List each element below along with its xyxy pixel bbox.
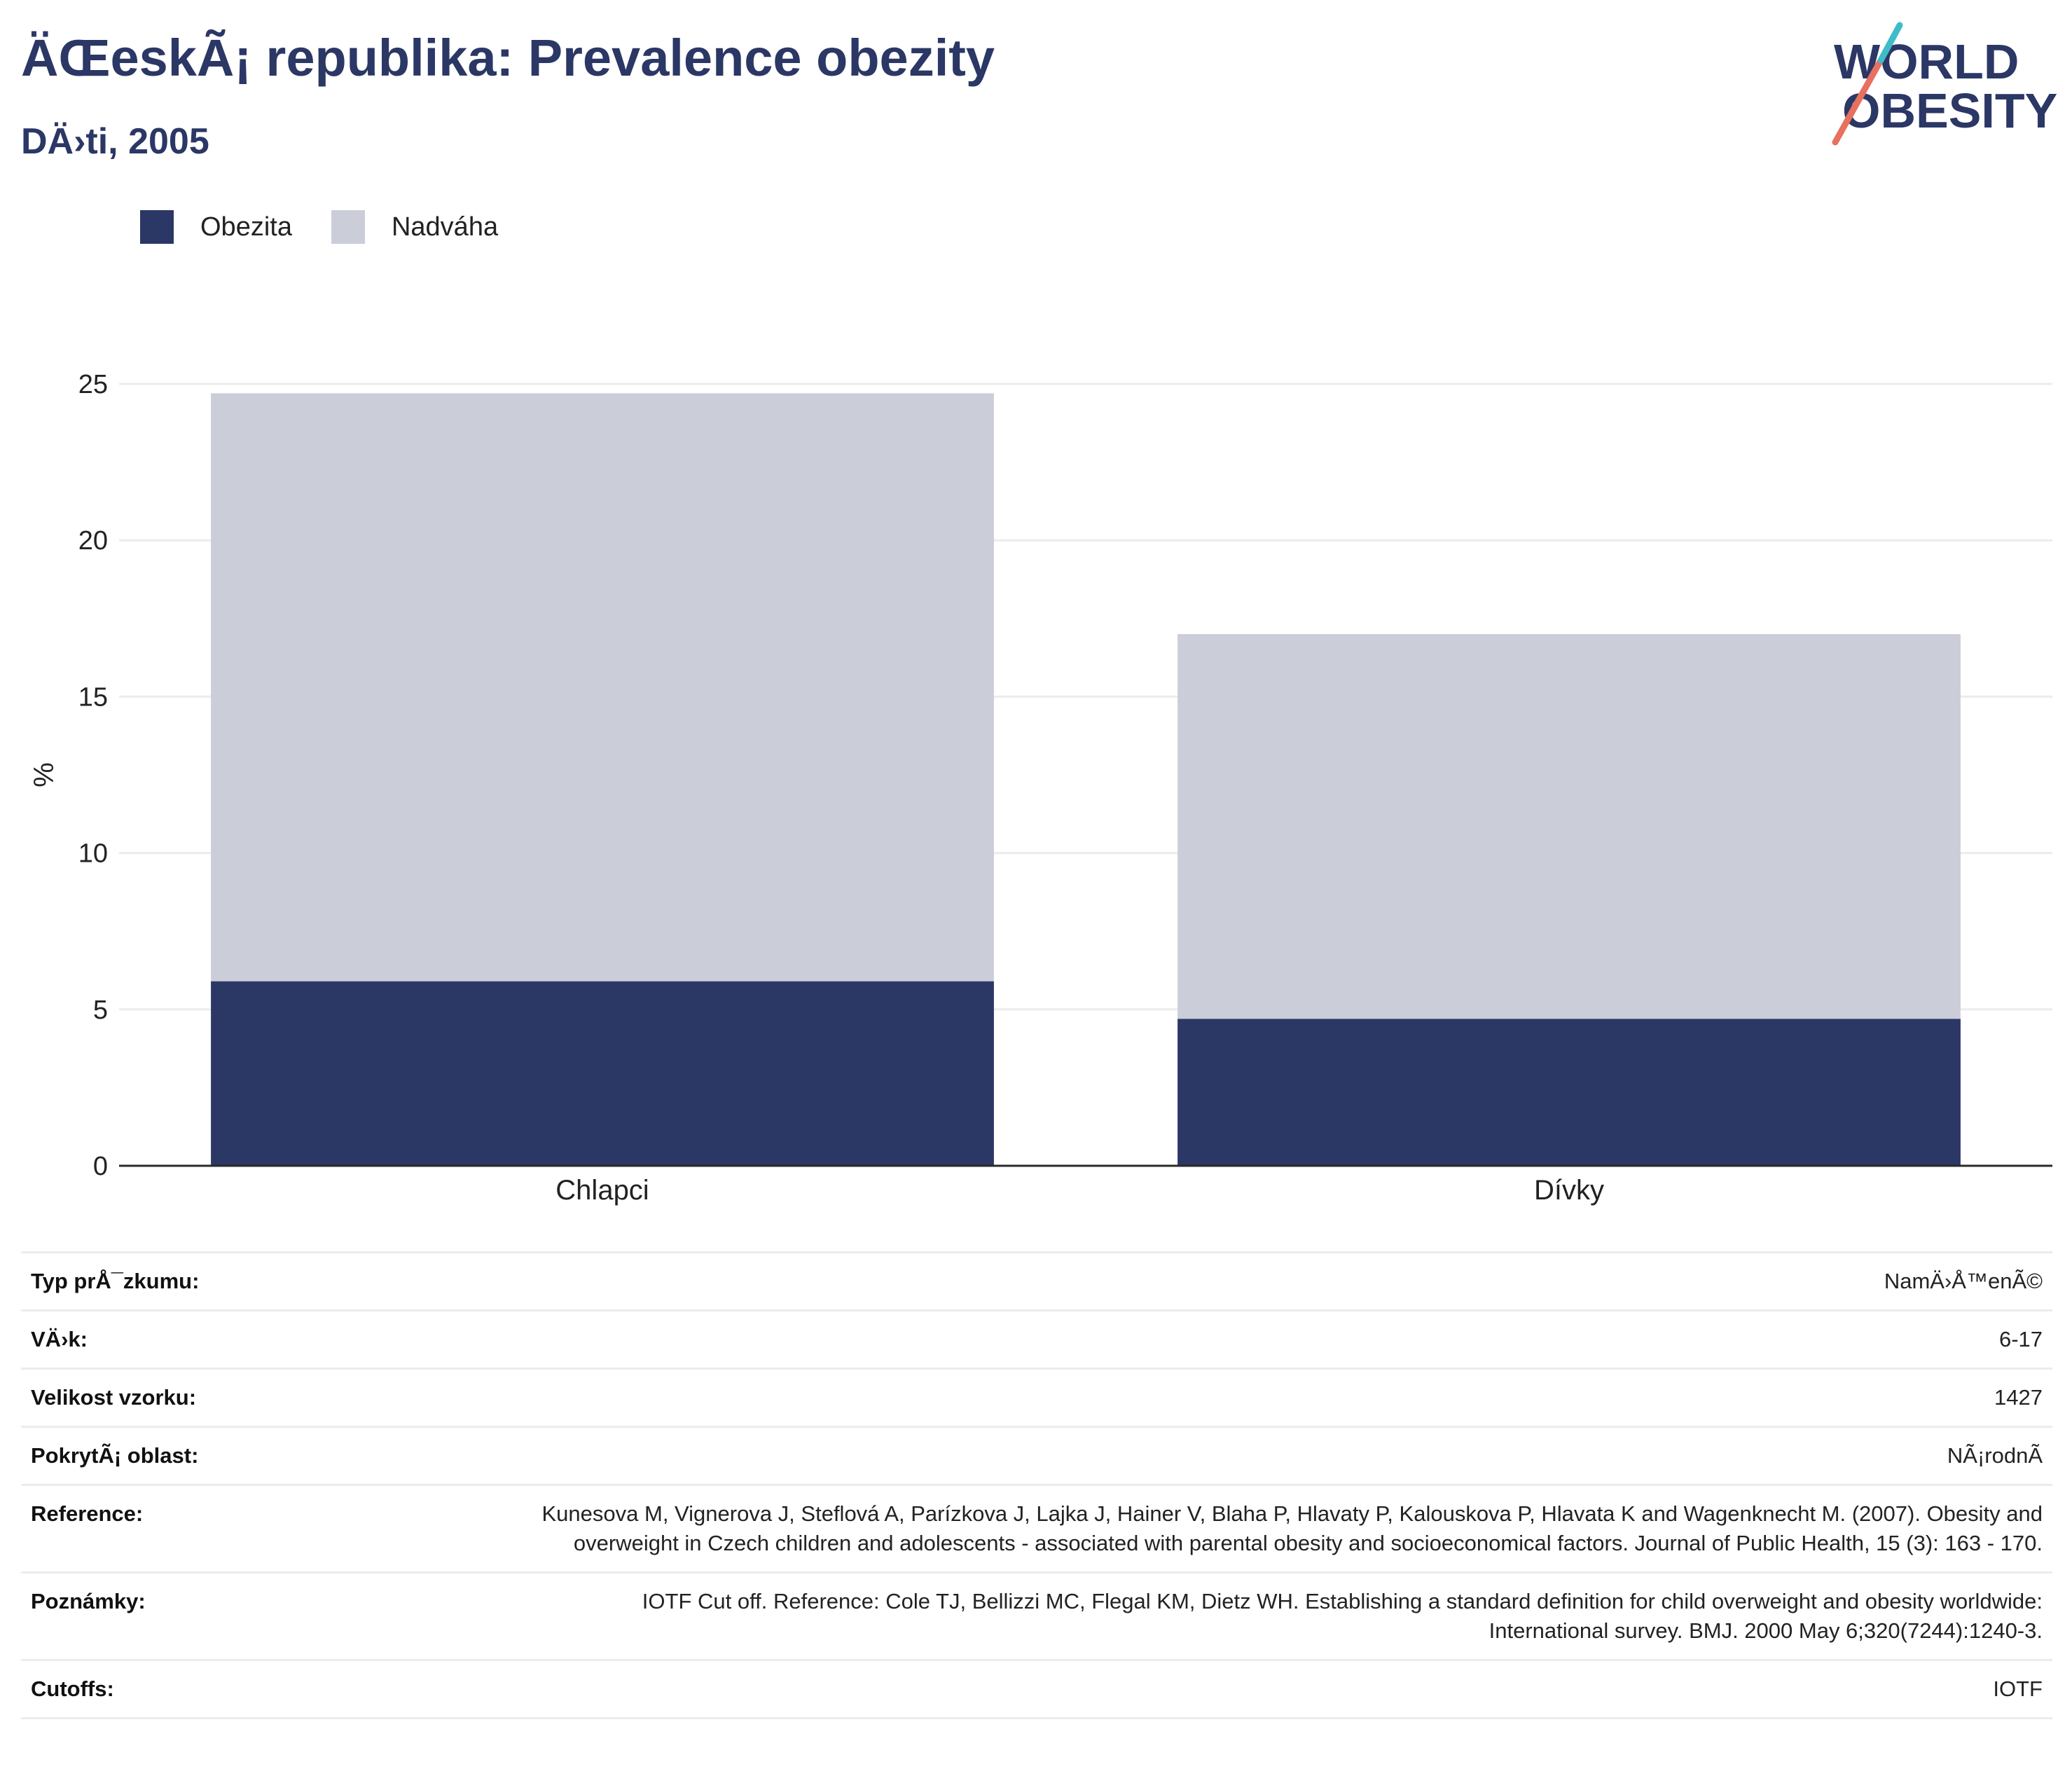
details-value: IOTF [531, 1659, 2052, 1719]
details-label: Typ prÅ¯zkumu: [21, 1251, 531, 1312]
y-tick-label: 0 [93, 1152, 108, 1181]
details-value: 6-17 [531, 1309, 2052, 1370]
details-row: Cutoffs: IOTF [21, 1659, 2052, 1719]
logo-line-world: WORLD [1834, 34, 2019, 89]
y-axis-label: % [29, 762, 60, 787]
legend: Obezita Nadváha [140, 207, 498, 247]
details-row: Reference: Kunesova M, Vignerova J, Stefl… [21, 1484, 2052, 1574]
y-tick-label: 10 [78, 839, 108, 869]
details-value: Kunesova M, Vignerova J, Steflová A, Par… [531, 1484, 2052, 1574]
bar-obesity-2 [1177, 1019, 1961, 1166]
world-obesity-logo: WORLD OBESITY [1832, 22, 2057, 146]
details-label: Poznámky: [21, 1571, 531, 1661]
details-value: IOTF Cut off. Reference: Cole TJ, Belliz… [531, 1571, 2052, 1661]
bar-overweight-1 [211, 393, 994, 982]
y-tick-label: 5 [93, 996, 108, 1025]
legend-swatch-overweight [331, 210, 365, 244]
details-label: PokrytÃ¡ oblast: [21, 1426, 531, 1486]
logo-slash-coral [1832, 57, 1884, 146]
details-value: NÃ¡rodnÃ [531, 1426, 2052, 1486]
details-row: PokrytÃ¡ oblast: NÃ¡rodnÃ [21, 1426, 2052, 1486]
logo-slash-teal [1877, 22, 1903, 64]
details-label: Reference: [21, 1484, 531, 1574]
y-tick-label: 15 [78, 682, 108, 712]
details-label: Velikost vzorku: [21, 1368, 531, 1428]
x-tick-label: Dívky [1534, 1175, 1604, 1206]
details-label: Cutoffs: [21, 1659, 531, 1719]
bar-overweight-2 [1177, 634, 1961, 1019]
details-row: Typ prÅ¯zkumu: NamÄ›Å™enÃ© [21, 1251, 2052, 1312]
logo-line-obesity: OBESITY [1842, 83, 2057, 138]
details-row: Poznámky: IOTF Cut off. Reference: Cole T… [21, 1571, 2052, 1661]
chart-title: ÄŒeskÃ¡ republika: Prevalence obezity [21, 29, 995, 87]
y-tick-label: 25 [78, 370, 108, 399]
details-value: 1427 [531, 1368, 2052, 1428]
survey-details-table: Typ prÅ¯zkumu: NamÄ›Å™enÃ© VÄ›k: 6-17 Veliko… [21, 1251, 2052, 1719]
legend-item-overweight[interactable]: Nadváha [331, 210, 498, 244]
details-row: Velikost vzorku: 1427 [21, 1368, 2052, 1428]
legend-item-obesity[interactable]: Obezita [140, 210, 292, 244]
legend-label-obesity: Obezita [200, 212, 292, 242]
details-value: NamÄ›Å™enÃ© [531, 1251, 2052, 1312]
legend-label-overweight: Nadváha [391, 212, 499, 242]
details-label: VÄ›k: [21, 1309, 531, 1370]
legend-swatch-obesity [140, 210, 174, 244]
bar-obesity-1 [211, 981, 994, 1166]
chart-subtitle: DÄ›ti, 2005 [21, 121, 209, 162]
details-row: VÄ›k: 6-17 [21, 1309, 2052, 1370]
x-tick-label: Chlapci [555, 1175, 649, 1206]
y-tick-label: 20 [78, 526, 108, 556]
stacked-bar-chart: 0 5 10 15 20 25% Chlapci Dívky [29, 370, 2052, 1206]
